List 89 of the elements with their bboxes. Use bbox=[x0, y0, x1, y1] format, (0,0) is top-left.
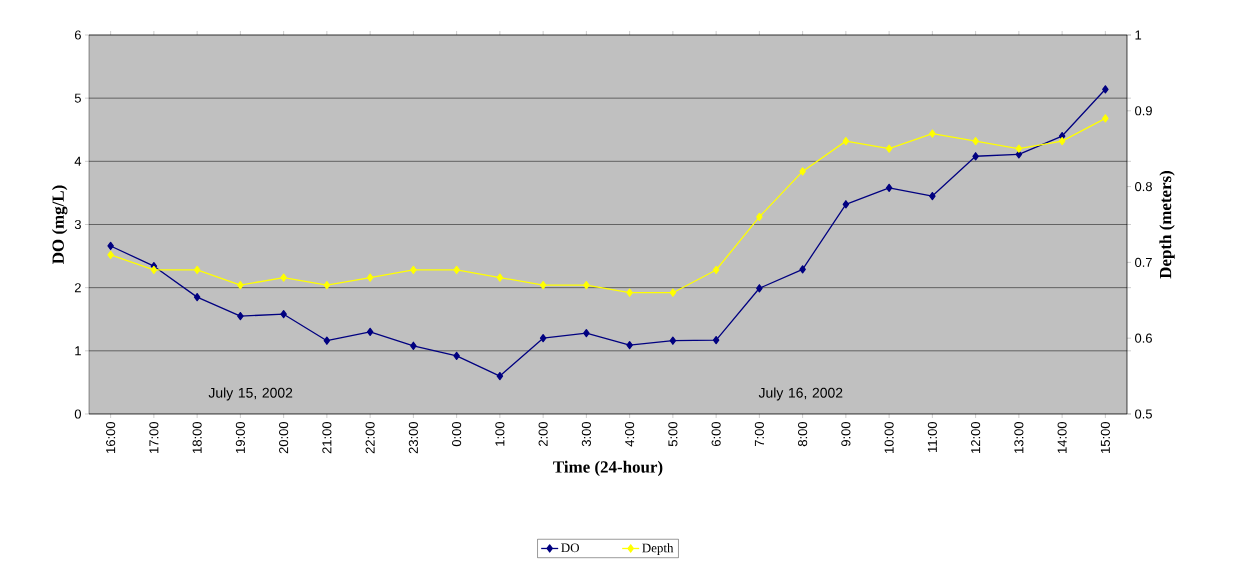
point bbox=[410, 265, 417, 275]
y-tick-label: 0 bbox=[74, 409, 81, 419]
point bbox=[756, 284, 763, 293]
point bbox=[237, 311, 244, 321]
point bbox=[237, 280, 244, 290]
point bbox=[799, 167, 806, 176]
x-tick-label: 12:00 bbox=[971, 422, 981, 453]
point bbox=[929, 191, 936, 201]
y2-tick-label: 0.9 bbox=[1135, 106, 1152, 116]
point bbox=[799, 265, 806, 274]
x-tick-label: 23:00 bbox=[408, 422, 418, 454]
annotation: July 15, 2002 bbox=[208, 387, 293, 401]
x-tick-label: 11:00 bbox=[927, 422, 937, 452]
x-tick-label: 19:00 bbox=[235, 422, 245, 453]
y-tick-label: 5 bbox=[74, 93, 81, 103]
x-tick-label: 21:00 bbox=[322, 422, 332, 454]
point bbox=[626, 288, 633, 297]
point bbox=[539, 280, 547, 290]
point bbox=[842, 136, 850, 146]
y-tick-label: 4 bbox=[74, 156, 82, 166]
point bbox=[453, 265, 460, 275]
x-tick-label: 1:00 bbox=[495, 422, 505, 446]
y2-tick-label: 1 bbox=[1135, 30, 1142, 40]
point bbox=[972, 152, 979, 161]
point bbox=[1102, 85, 1109, 94]
point bbox=[366, 273, 374, 282]
point bbox=[410, 341, 417, 350]
point bbox=[280, 273, 287, 282]
x-tick-label: 22:00 bbox=[365, 422, 375, 454]
x-tick-label: 2:00 bbox=[538, 422, 548, 447]
point bbox=[496, 371, 504, 381]
x-tick-label: 14:00 bbox=[1057, 422, 1067, 453]
point bbox=[583, 280, 590, 290]
point bbox=[885, 183, 893, 192]
legend-label: DO bbox=[561, 543, 580, 553]
point bbox=[366, 327, 374, 337]
x-tick-label: 5:00 bbox=[668, 422, 678, 447]
point bbox=[885, 144, 893, 153]
annotation: July 16, 2002 bbox=[758, 387, 843, 401]
x-tick-label: 6:00 bbox=[711, 422, 721, 447]
point bbox=[280, 310, 287, 319]
x-tick-label: 3:00 bbox=[581, 422, 591, 447]
point bbox=[712, 335, 720, 345]
y-tick-label: 1 bbox=[75, 346, 81, 356]
x-tick-label: 7:00 bbox=[754, 422, 764, 447]
y-tick-label: 3 bbox=[74, 219, 81, 230]
y2-tick-label: 0.7 bbox=[1135, 257, 1152, 267]
point bbox=[1058, 136, 1066, 146]
x-tick-label: 20:00 bbox=[279, 422, 289, 454]
legend-label: Depth bbox=[642, 543, 674, 555]
point bbox=[453, 351, 460, 361]
point bbox=[107, 241, 114, 251]
point bbox=[1102, 114, 1109, 123]
point bbox=[842, 200, 850, 209]
y-axis-title: DO (mg/L) bbox=[51, 185, 68, 264]
x-tick-label: 4:00 bbox=[625, 422, 635, 447]
point bbox=[929, 129, 936, 138]
point bbox=[669, 336, 677, 345]
point bbox=[323, 336, 331, 345]
point bbox=[583, 329, 590, 338]
point bbox=[756, 212, 763, 222]
x-tick-label: 18:00 bbox=[192, 422, 202, 453]
y2-tick-label: 0.5 bbox=[1135, 409, 1152, 419]
x-tick-label: 15:00 bbox=[1100, 422, 1110, 453]
point bbox=[323, 280, 331, 290]
point bbox=[539, 334, 547, 343]
x-axis-title: Time (24-hour) bbox=[553, 460, 663, 477]
x-tick-label: 9:00 bbox=[841, 422, 851, 447]
point bbox=[496, 273, 504, 282]
y2-axis-title: Depth (meters) bbox=[1159, 170, 1175, 279]
point bbox=[1015, 144, 1023, 153]
point bbox=[193, 292, 201, 302]
x-tick-label: 17:00 bbox=[149, 422, 159, 453]
point bbox=[193, 265, 201, 275]
x-tick-label: 16:00 bbox=[106, 422, 116, 453]
x-tick-label: 8:00 bbox=[798, 422, 808, 447]
y2-tick-label: 0.6 bbox=[1135, 333, 1152, 343]
x-tick-label: 10:00 bbox=[884, 422, 894, 453]
point bbox=[150, 265, 158, 275]
point bbox=[972, 136, 979, 146]
x-tick-label: 0:00 bbox=[452, 422, 462, 447]
y-tick-label: 2 bbox=[74, 283, 81, 293]
point bbox=[669, 288, 677, 297]
y2-tick-label: 0.8 bbox=[1135, 182, 1152, 192]
point bbox=[712, 265, 720, 275]
point bbox=[107, 250, 114, 259]
x-tick-label: 13:00 bbox=[1014, 422, 1024, 453]
point bbox=[626, 341, 633, 350]
y-tick-label: 6 bbox=[74, 30, 81, 40]
